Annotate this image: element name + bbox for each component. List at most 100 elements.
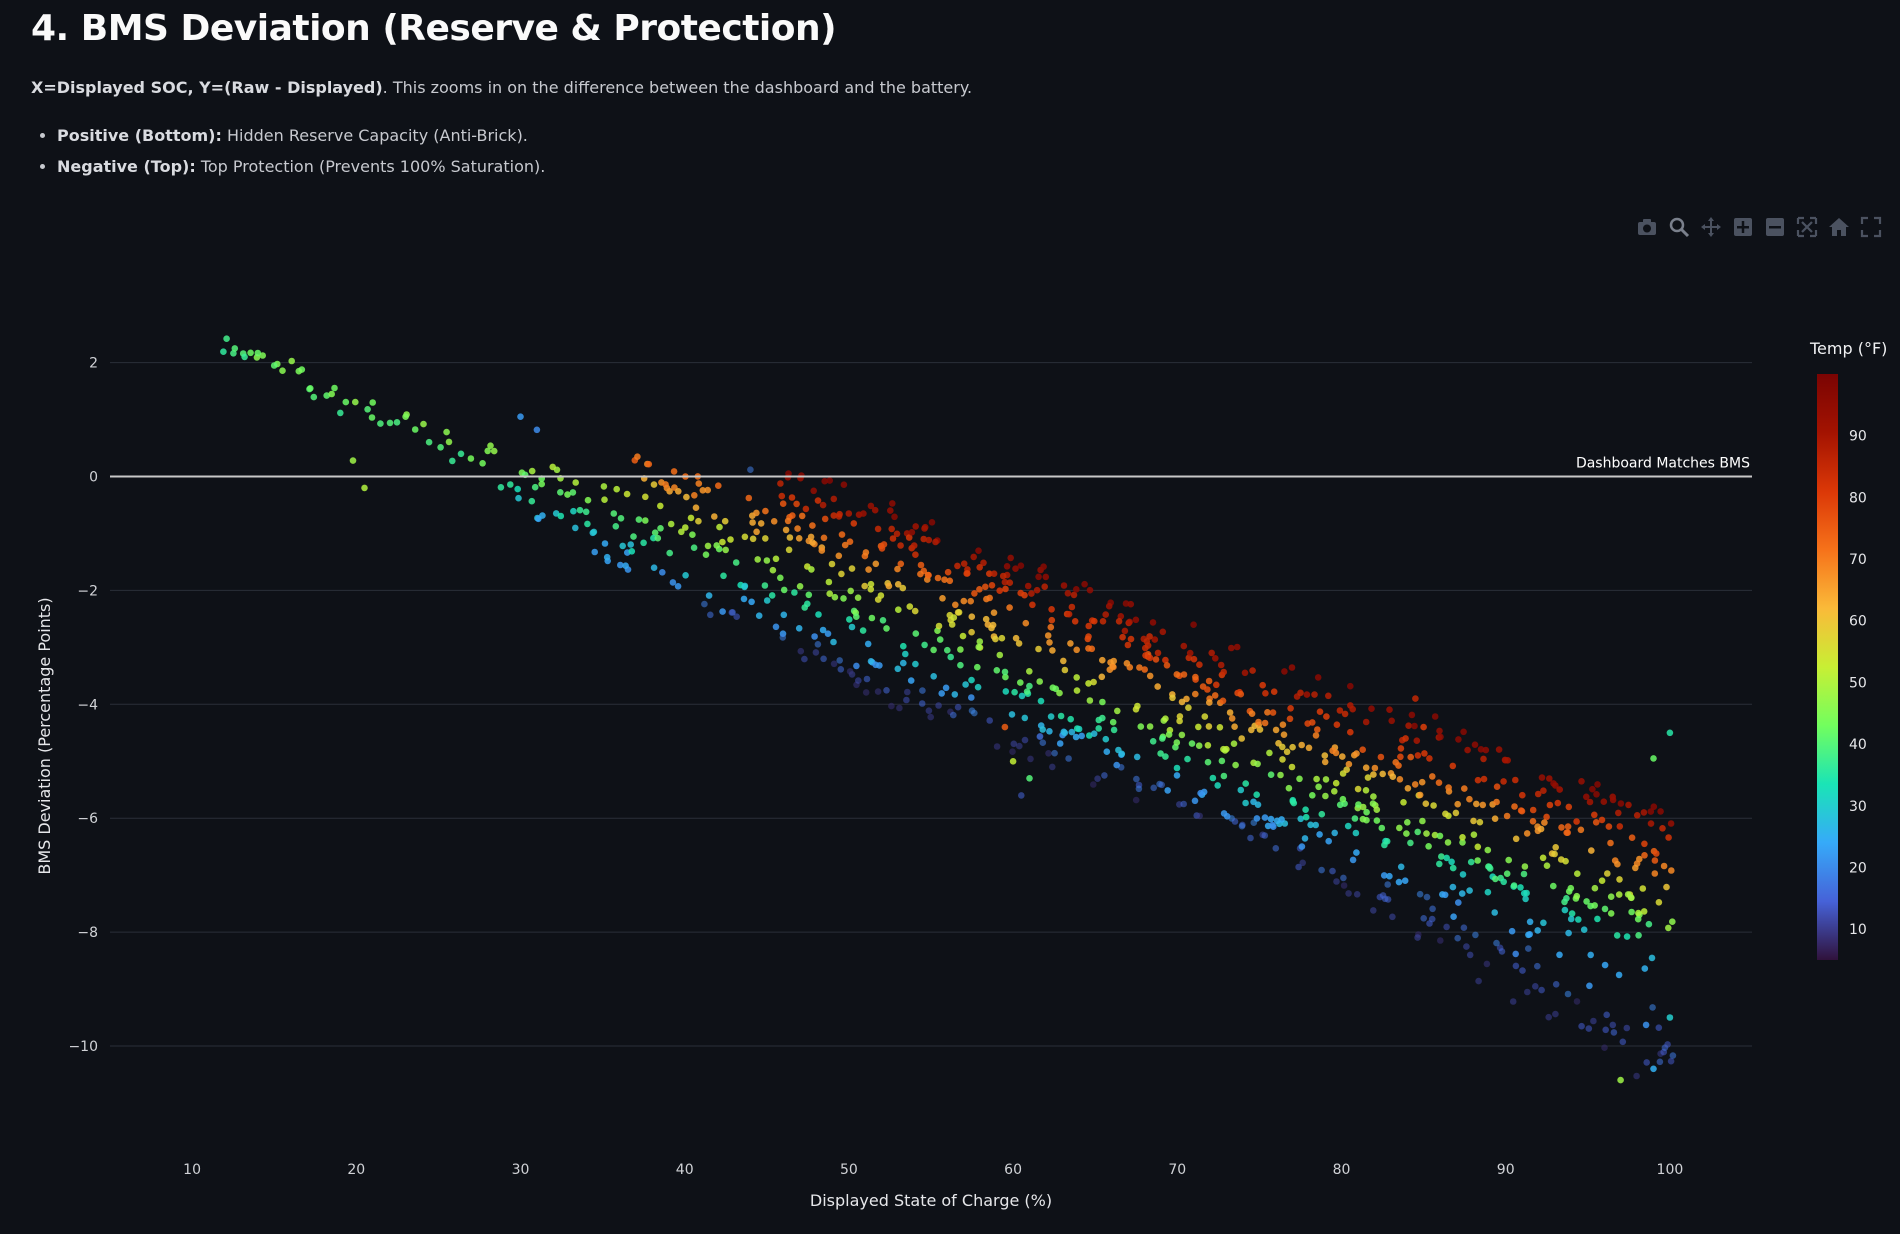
zoom-out-icon[interactable]	[1764, 216, 1786, 238]
data-point	[1483, 960, 1491, 968]
data-point	[1426, 755, 1433, 762]
data-point	[1517, 884, 1524, 891]
reset-axes-home-icon[interactable]	[1828, 216, 1850, 238]
data-point	[1407, 839, 1414, 847]
data-point	[889, 500, 896, 507]
data-point	[867, 502, 875, 510]
description-axes: X=Displayed SOC, Y=(Raw - Displayed)	[31, 78, 383, 97]
data-point	[1590, 1017, 1597, 1025]
data-point	[1001, 723, 1009, 731]
data-point	[1567, 915, 1575, 923]
data-point	[1525, 945, 1532, 952]
data-point	[864, 640, 872, 648]
data-point	[445, 438, 453, 446]
data-point	[1221, 747, 1229, 754]
data-point	[1049, 647, 1056, 654]
data-point	[1295, 863, 1302, 871]
data-point	[1500, 778, 1507, 785]
data-point	[1164, 787, 1171, 794]
download-plot-camera-icon[interactable]	[1636, 216, 1658, 238]
data-point	[591, 548, 598, 556]
data-point	[1436, 727, 1443, 735]
data-point	[1211, 692, 1219, 699]
data-point	[1388, 717, 1395, 725]
data-point	[1565, 888, 1573, 895]
data-point	[960, 560, 968, 567]
data-point	[1363, 808, 1370, 816]
data-point	[862, 689, 870, 696]
data-point	[1008, 711, 1016, 718]
list-item: Positive (Bottom): Hidden Reserve Capaci…	[57, 126, 545, 145]
data-point	[996, 587, 1003, 594]
data-point	[1173, 671, 1181, 678]
data-point	[1021, 714, 1029, 722]
data-point	[976, 586, 983, 593]
data-point	[1287, 705, 1294, 712]
data-point	[928, 519, 936, 526]
data-point	[1486, 865, 1494, 872]
data-point	[1262, 690, 1269, 697]
colorbar[interactable]: Temp (°F) 90 80 70 60 50 40 30 20 10	[1809, 339, 1887, 960]
data-point	[1061, 666, 1069, 674]
data-point	[1091, 617, 1098, 625]
data-point	[1135, 785, 1143, 793]
data-point	[1253, 791, 1260, 798]
data-point	[1162, 715, 1169, 722]
data-point	[908, 529, 916, 536]
data-point	[1359, 815, 1367, 823]
pan-icon[interactable]	[1700, 216, 1722, 238]
data-point	[894, 565, 901, 573]
data-point	[1036, 678, 1043, 685]
data-point	[1373, 817, 1381, 824]
data-point	[871, 506, 879, 514]
data-point	[1288, 763, 1296, 771]
data-point	[1340, 874, 1347, 882]
data-point	[1298, 843, 1306, 850]
data-point	[1209, 774, 1217, 782]
data-point	[1205, 723, 1213, 730]
data-point	[1418, 778, 1426, 786]
data-point	[1650, 1065, 1657, 1073]
data-point	[962, 681, 969, 688]
data-point	[1270, 688, 1278, 695]
x-tick-label: 90	[1497, 1162, 1515, 1178]
data-point	[1146, 633, 1153, 640]
data-point	[825, 578, 833, 586]
colorbar-tick-label: 60	[1849, 614, 1867, 630]
data-point	[1604, 870, 1611, 877]
data-point	[951, 691, 959, 698]
data-point	[1316, 831, 1323, 838]
data-point	[1110, 726, 1118, 734]
autoscale-icon[interactable]	[1796, 216, 1818, 238]
list-item: Negative (Top): Top Protection (Prevents…	[57, 157, 545, 176]
data-point	[1448, 858, 1455, 866]
data-point	[1280, 731, 1288, 738]
data-point	[1641, 852, 1648, 859]
reference-line-label: Dashboard Matches BMS	[1576, 456, 1750, 472]
x-tick-label: 100	[1657, 1162, 1684, 1178]
data-point	[1503, 870, 1511, 877]
data-point	[1665, 834, 1672, 841]
data-point	[1538, 986, 1545, 994]
data-point	[1395, 878, 1403, 886]
zoom-icon[interactable]	[1668, 216, 1690, 238]
data-point	[612, 523, 620, 530]
data-point	[728, 609, 736, 616]
data-point	[1312, 732, 1320, 739]
data-point	[860, 510, 867, 517]
data-point	[1522, 895, 1529, 903]
data-point	[1500, 878, 1507, 886]
data-point	[295, 367, 303, 375]
data-point	[1351, 815, 1359, 822]
zoom-in-icon[interactable]	[1732, 216, 1754, 238]
data-point	[1109, 718, 1117, 726]
data-point	[918, 700, 926, 707]
data-point	[946, 577, 954, 585]
fullscreen-icon[interactable]	[1860, 216, 1882, 238]
data-point	[402, 413, 409, 421]
data-point	[1564, 829, 1571, 836]
data-point	[651, 529, 659, 536]
data-point	[719, 538, 726, 546]
data-point	[912, 551, 919, 558]
